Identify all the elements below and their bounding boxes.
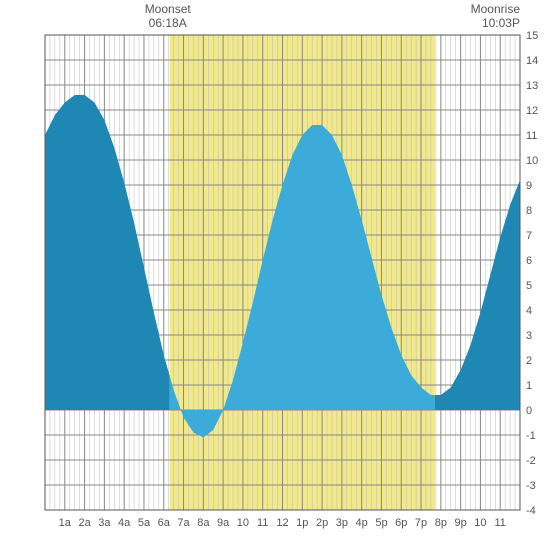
moonrise-label: Moonrise 10:03P (471, 2, 520, 31)
x-tick-labels: 1a 2a 3a 4a 5a 6a 7a 8a 9a 10 11 12 1p 2p 3p 4p 5p 6p 7p 8p… (59, 517, 506, 529)
x-tick-label: 6a (158, 517, 171, 529)
x-tick-label: 8p (435, 517, 447, 529)
x-tick-label: 1a (59, 517, 72, 529)
y-tick-label: 10 (526, 155, 538, 167)
moonset-title: Moonset (145, 2, 191, 16)
y-tick-label: 4 (526, 305, 532, 317)
moonrise-title: Moonrise (471, 2, 520, 16)
x-tick-label: 4a (118, 517, 131, 529)
y-tick-label: -1 (526, 430, 536, 442)
y-tick-label: 13 (526, 80, 538, 92)
y-tick-label: 7 (526, 230, 532, 242)
x-tick-label: 7a (177, 517, 190, 529)
y-tick-label: 11 (526, 130, 537, 142)
y-tick-label: 14 (526, 55, 538, 67)
y-tick-label: 3 (526, 330, 532, 342)
y-tick-label: 8 (526, 205, 532, 217)
x-tick-label: 4p (356, 517, 368, 529)
y-tick-label: 1 (526, 380, 532, 392)
x-tick-label: 3p (336, 517, 348, 529)
x-tick-label: 7p (415, 517, 427, 529)
y-tick-label: 9 (526, 180, 532, 192)
y-tick-label: 15 (526, 30, 538, 42)
x-tick-label: 11 (494, 517, 505, 529)
x-tick-label: 8a (197, 517, 210, 529)
y-tick-label: 12 (526, 105, 538, 117)
x-tick-label: 9a (217, 517, 230, 529)
x-tick-label: 2a (78, 517, 91, 529)
x-tick-label: 5a (138, 517, 151, 529)
y-tick-label: -2 (526, 455, 536, 467)
x-tick-label: 3a (98, 517, 111, 529)
x-tick-label: 10 (237, 517, 249, 529)
moonrise-time: 10:03P (471, 16, 520, 30)
y-tick-label: -4 (526, 505, 536, 517)
y-tick-label: 6 (526, 255, 532, 267)
x-tick-label: 1p (296, 517, 308, 529)
x-tick-label: 10 (474, 517, 486, 529)
y-tick-label: 5 (526, 280, 532, 292)
moonset-time: 06:18A (145, 16, 191, 30)
tide-chart: Moonset 06:18A Moonrise 10:03P 1a 2a 3a 4a 5… (0, 0, 550, 550)
x-tick-label: 6p (395, 517, 407, 529)
chart-svg: 1a2a3a4a5a6a7a8a9a1011121p2p3p4p5p6p7p8p… (0, 0, 550, 550)
y-tick-label: 2 (526, 355, 532, 367)
x-tick-label: 9p (455, 517, 467, 529)
x-tick-label: 5p (375, 517, 387, 529)
y-tick-labels: -4-3-2-10123456789101112131415 (526, 30, 538, 517)
moonset-label: Moonset 06:18A (145, 2, 191, 31)
y-tick-label: 0 (526, 405, 532, 417)
x-tick-label: 2p (316, 517, 328, 529)
x-tick-label: 11 (257, 517, 268, 529)
x-tick-label: 12 (276, 517, 288, 529)
y-tick-label: -3 (526, 480, 536, 492)
